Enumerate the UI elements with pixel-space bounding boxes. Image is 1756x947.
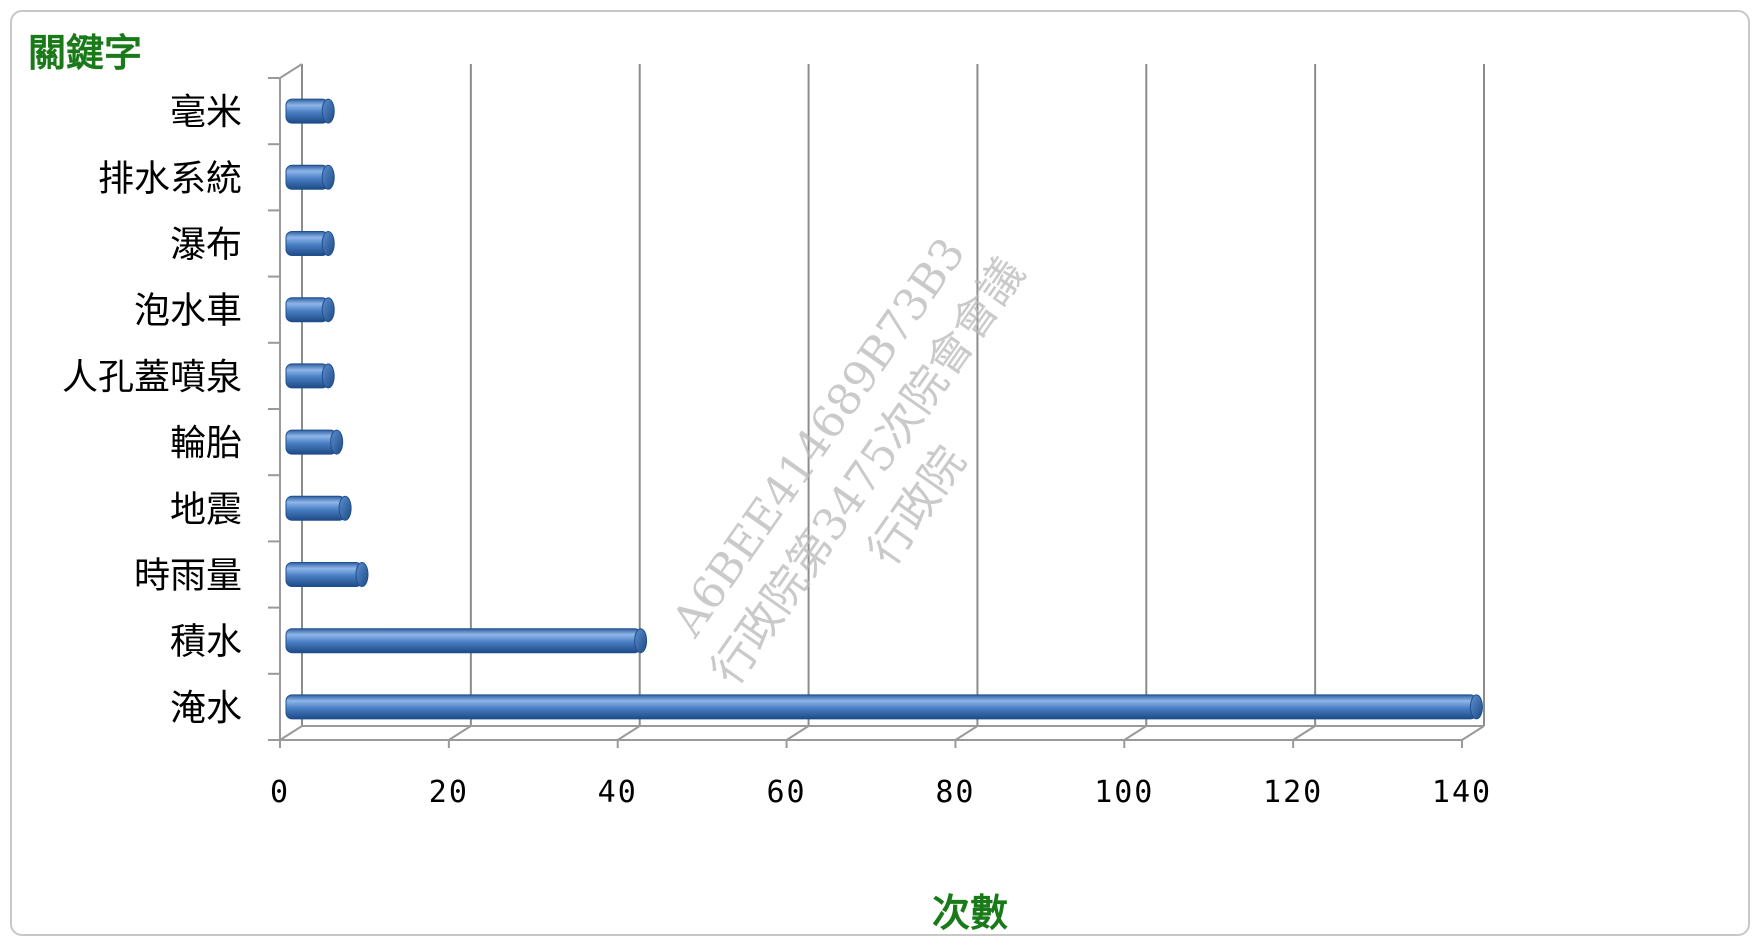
bar-cap-1 — [321, 164, 335, 190]
bar-cap-0 — [321, 98, 335, 124]
chart-frame — [10, 10, 1750, 936]
y-tick-label-8: 積水 — [170, 622, 242, 663]
floor-line-3 — [786, 725, 810, 741]
bars — [285, 98, 1483, 720]
bar-cap-9 — [1469, 694, 1483, 720]
x-axis-title: 次數 — [932, 891, 1008, 935]
watermark-line-2: 行政院第3475次院會會議 — [702, 249, 1035, 694]
bar-8 — [285, 628, 642, 654]
bar-cap-8 — [634, 628, 648, 654]
y-tick-label-0: 毫米 — [170, 92, 242, 133]
y-tick-label-4: 人孔蓋噴泉 — [62, 357, 242, 398]
wall-top-edge — [279, 63, 303, 79]
bar-cap-6 — [338, 495, 352, 521]
x-tick-label-7: 140 — [1432, 775, 1492, 810]
bar-cap-4 — [321, 363, 335, 389]
y-tick-label-5: 輪胎 — [170, 423, 242, 464]
watermark: A6BEE414689B73B3 行政院第3475次院會會議 行政院 — [662, 229, 1035, 694]
axes — [268, 63, 1484, 748]
x-tick-label-0: 0 — [270, 775, 290, 810]
bar-cap-5 — [330, 429, 344, 455]
y-tick-label-7: 時雨量 — [134, 556, 242, 597]
floor-line-6 — [1292, 725, 1316, 741]
x-tick-label-4: 80 — [935, 775, 975, 810]
x-tick-label-3: 60 — [767, 775, 807, 810]
floor-line-7 — [1461, 725, 1485, 741]
y-tick-label-1: 排水系統 — [98, 158, 242, 199]
x-tick-label-1: 20 — [429, 775, 469, 810]
bar-cap-3 — [321, 297, 335, 323]
y-tick-label-9: 淹水 — [170, 688, 242, 729]
y-tick-label-6: 地震 — [170, 489, 242, 530]
floor-line-1 — [448, 725, 472, 741]
x-tick-label-2: 40 — [598, 775, 638, 810]
floor-line-2 — [617, 725, 641, 741]
bar-7 — [285, 562, 363, 587]
bar-6 — [285, 495, 346, 521]
floor-line-5 — [1123, 725, 1147, 741]
y-tick-label-2: 瀑布 — [170, 225, 242, 266]
floor-line-0 — [279, 725, 303, 741]
bar-5 — [285, 429, 338, 455]
y-tick-label-3: 泡水車 — [134, 291, 242, 332]
x-tick-labels: 0 20 40 60 80 100 120 140 — [270, 775, 1492, 810]
floor-line-4 — [954, 725, 978, 741]
bar-9 — [285, 694, 1477, 720]
y-axis-title: 關鍵字 — [28, 31, 142, 75]
bar-cap-2 — [321, 231, 335, 256]
bar-cap-7 — [355, 562, 369, 587]
x-tick-label-5: 100 — [1094, 775, 1154, 810]
x-tick-label-6: 120 — [1263, 775, 1323, 810]
